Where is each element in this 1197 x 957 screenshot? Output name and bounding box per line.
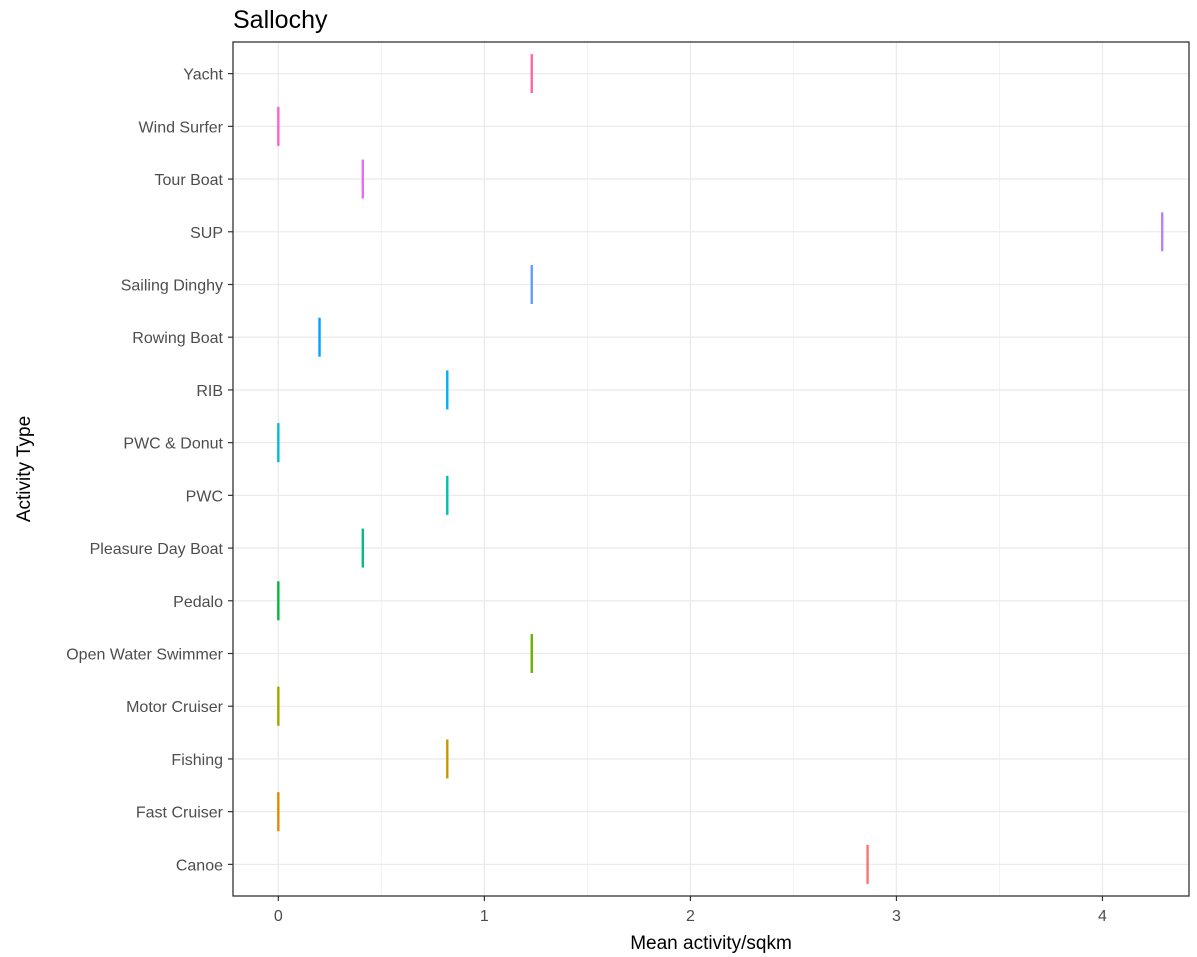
plot-border xyxy=(232,41,1190,897)
y-tick-label: PWC & Donut xyxy=(123,436,223,453)
y-tick-label: Pleasure Day Boat xyxy=(90,541,224,558)
x-axis: 0 1 2 3 4 xyxy=(274,896,1107,925)
y-tick-label: Open Water Swimmer xyxy=(66,647,223,664)
y-tick-label: Wind Surfer xyxy=(139,119,224,136)
y-tick-label: Pedalo xyxy=(173,594,223,611)
data-marks xyxy=(277,54,1164,884)
x-tick-label: 2 xyxy=(686,908,695,925)
x-tick-label: 0 xyxy=(274,908,283,925)
grid-minor xyxy=(380,42,1000,896)
y-tick-label: PWC xyxy=(186,488,223,505)
y-tick-label: Fast Cruiser xyxy=(136,805,224,822)
y-tick-label: Sailing Dinghy xyxy=(121,277,223,294)
y-tick-label: Canoe xyxy=(176,857,223,874)
y-tick-label: SUP xyxy=(190,225,223,242)
grid-major xyxy=(233,42,1189,896)
y-axis-title: Activity Type xyxy=(14,416,35,522)
y-tick-label: RIB xyxy=(196,383,223,400)
y-tick-label: Rowing Boat xyxy=(132,330,223,347)
y-tick-label: Fishing xyxy=(171,752,223,769)
y-tick-label: Yacht xyxy=(183,67,223,84)
plot-panel xyxy=(233,42,1189,896)
y-tick-label: Motor Cruiser xyxy=(126,699,224,716)
x-tick-label: 3 xyxy=(892,908,901,925)
x-axis-title: Mean activity/sqkm xyxy=(630,933,792,954)
y-axis: Canoe Fast Cruiser Fishing Motor Cruiser Ope… xyxy=(66,67,233,874)
chart-title: Sallochy xyxy=(233,6,328,34)
y-tick-label: Tour Boat xyxy=(155,172,224,189)
x-tick-label: 4 xyxy=(1098,908,1107,925)
x-tick-label: 1 xyxy=(480,908,489,925)
